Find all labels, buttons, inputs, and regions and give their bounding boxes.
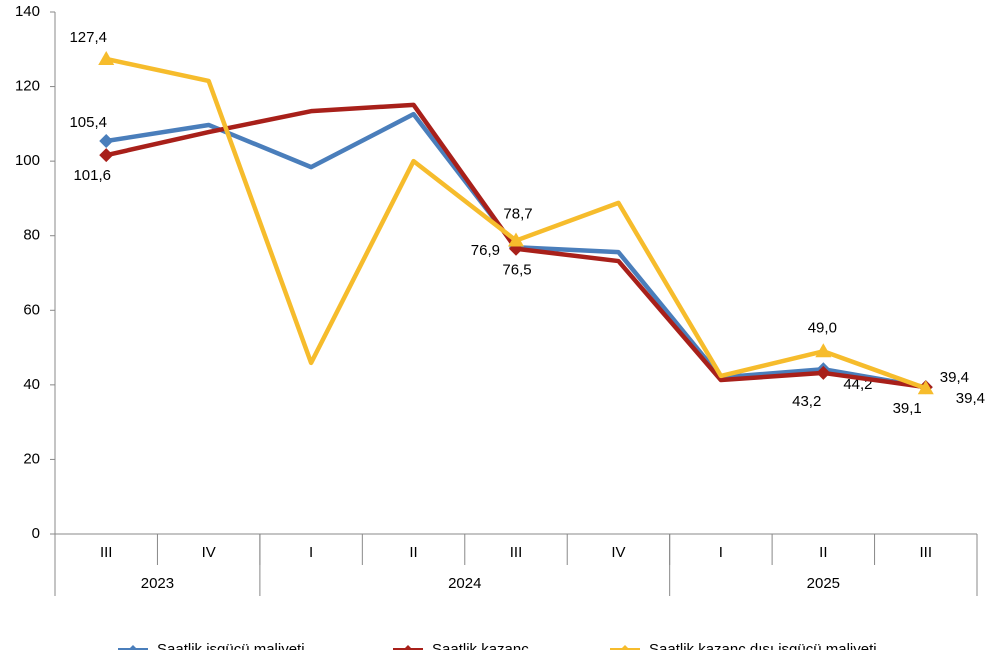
data-label: 76,9 <box>471 242 500 259</box>
point-marker <box>99 134 114 149</box>
x-tick-label: II <box>409 544 417 561</box>
y-tick-label: 120 <box>15 78 40 95</box>
point-marker <box>99 148 114 163</box>
y-tick-label: 140 <box>15 3 40 20</box>
data-label: 39,4 <box>956 390 985 407</box>
legend-label: Saatlik işgücü maliyeti <box>157 641 305 650</box>
group-label: 2024 <box>448 575 481 592</box>
point-marker <box>98 50 115 65</box>
x-tick-label: II <box>819 544 827 561</box>
data-label: 49,0 <box>808 319 837 336</box>
y-tick-label: 40 <box>23 376 40 393</box>
point-marker <box>917 380 934 395</box>
point-marker <box>815 343 832 358</box>
y-tick-label: 0 <box>32 525 40 542</box>
y-tick-label: 20 <box>23 450 40 467</box>
data-label: 105,4 <box>69 114 107 131</box>
legend-label: Saatlik kazanç <box>432 641 529 650</box>
data-label: 78,7 <box>503 206 532 223</box>
data-label: 43,2 <box>792 393 821 410</box>
y-tick-label: 100 <box>15 152 40 169</box>
point-marker <box>508 232 524 247</box>
group-label: 2023 <box>141 575 174 592</box>
point-marker <box>816 365 831 380</box>
x-tick-label: III <box>920 544 933 561</box>
y-tick-label: 60 <box>23 301 40 318</box>
series-line <box>105 56 927 391</box>
x-tick-label: I <box>309 544 313 561</box>
x-tick-label: III <box>100 544 113 561</box>
x-tick-label: III <box>510 544 523 561</box>
x-tick-label: IV <box>202 544 216 561</box>
data-label: 39,4 <box>940 369 969 386</box>
legend-marker <box>128 645 138 650</box>
data-label: 101,6 <box>73 167 111 184</box>
data-label: 39,1 <box>893 400 922 417</box>
data-label: 76,5 <box>502 262 531 279</box>
data-label: 127,4 <box>69 29 107 46</box>
group-label: 2025 <box>807 575 840 592</box>
x-tick-label: I <box>719 544 723 561</box>
legend-label: Saatlik kazanç dışı işgücü maliyeti <box>649 641 877 650</box>
legend-marker <box>403 645 413 650</box>
x-tick-label: IV <box>611 544 625 561</box>
y-tick-label: 80 <box>23 227 40 244</box>
legend-marker <box>620 645 630 650</box>
